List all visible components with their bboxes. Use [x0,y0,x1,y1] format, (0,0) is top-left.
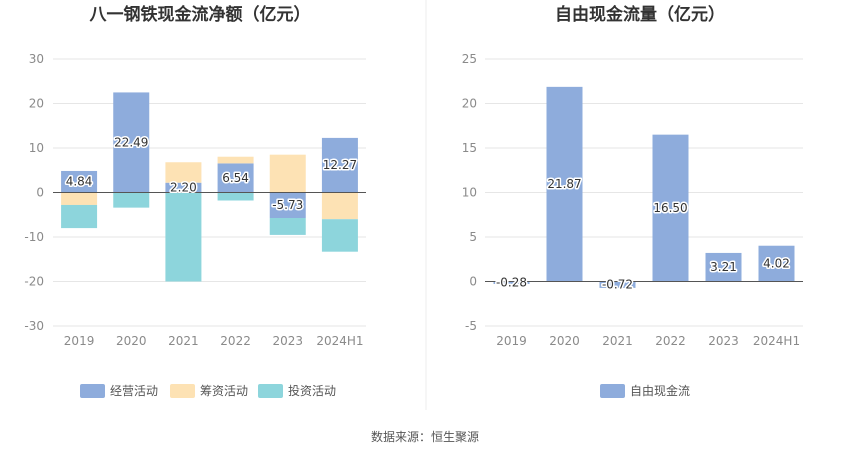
data-label: 3.21 [710,260,737,274]
data-label: 6.54 [222,171,249,185]
x-tick-label: 2019 [496,334,527,348]
bar-1-0-2 [599,281,636,288]
y-tick-label: 0 [469,275,477,289]
y-tick-label: 20 [29,97,44,111]
bar-0-1-5 [321,192,358,220]
legend-swatch[interactable] [170,384,195,398]
y-tick-label: -30 [24,319,44,333]
bar-0-1-2 [165,162,202,183]
y-tick-label: 15 [462,141,477,155]
bar-0-0-4 [269,192,306,218]
chart-title-net-cashflow: 八一钢铁现金流净额（亿元） [90,4,311,25]
bar-0-2-3 [217,192,254,201]
legend-net-cashflow: 经营活动 筹资活动 投资活动 [80,383,336,398]
bar-0-2-1 [113,192,150,208]
legend-swatch[interactable] [600,384,625,398]
legend-label[interactable]: 筹资活动 [200,384,248,398]
bar-1-0-5 [758,245,795,282]
x-tick-label: 2024H1 [753,334,800,348]
bar-0-0-2 [165,182,202,193]
data-label: -0.72 [602,278,633,292]
chart-title-free-cashflow: 自由现金流量（亿元） [555,4,725,25]
x-tick-label: 2024H1 [316,334,363,348]
data-label: 4.02 [763,257,790,271]
bar-0-1-3 [217,156,254,164]
bar-0-1-0 [61,192,98,205]
data-label: -5.73 [272,198,303,212]
y-tick-label: 30 [29,52,44,66]
plot-free-cashflow: 25 20 15 10 5 0 -5 -0.28 21.87 -0.72 16.50 3.21 4.02… [462,52,803,348]
bar-0-2-4 [269,217,306,235]
bar-1-0-1 [546,86,583,282]
bar-0-2-5 [321,219,358,252]
x-tick-label: 2019 [64,334,95,348]
y-tick-label: 10 [29,141,44,155]
legend-free-cashflow: 自由现金流 [600,383,690,398]
bar-1-0-0 [493,281,530,284]
x-tick-label: 2020 [549,334,580,348]
data-label: 4.84 [66,175,93,189]
x-tick-label: 2020 [116,334,147,348]
data-label: -0.28 [496,276,527,290]
bar-0-1-4 [269,154,306,193]
x-tick-label: 2022 [655,334,686,348]
y-tick-label: 25 [462,52,477,66]
x-tick-label: 2023 [272,334,303,348]
data-label: 12.27 [323,158,357,172]
x-tick-label: 2021 [602,334,633,348]
y-tick-label: -20 [24,275,44,289]
y-tick-label: 5 [469,230,477,244]
x-tick-label: 2022 [220,334,251,348]
legend-swatch[interactable] [258,384,283,398]
legend-label[interactable]: 投资活动 [288,383,336,398]
x-tick-label: 2021 [168,334,199,348]
bar-0-0-0 [61,170,98,193]
y-tick-label: 20 [462,97,477,111]
bar-0-2-2 [165,192,202,282]
data-source-note: 数据来源：恒生聚源 [371,429,479,444]
y-tick-label: -10 [24,230,44,244]
data-label: 2.20 [170,181,197,195]
y-tick-label: -5 [465,319,477,333]
bar-0-0-3 [217,163,254,193]
legend-label[interactable]: 自由现金流 [630,383,690,398]
bar-0-0-5 [321,137,358,193]
data-label: 22.49 [114,135,148,149]
bar-0-0-1 [113,92,150,193]
data-label: 21.87 [547,177,581,191]
legend-label[interactable]: 经营活动 [110,384,158,398]
y-tick-label: 10 [462,186,477,200]
legend-swatch[interactable] [80,384,105,398]
x-tick-label: 2023 [708,334,739,348]
y-tick-label: 0 [36,186,44,200]
bar-1-0-4 [705,252,742,282]
bar-0-2-0 [61,204,98,229]
data-label: 16.50 [653,201,687,215]
plot-net-cashflow: 30 20 10 0 -10 -20 -30 4.84 22.49 2.20 6.54 -5.73 12… [24,52,366,348]
bar-1-0-3 [652,134,689,282]
